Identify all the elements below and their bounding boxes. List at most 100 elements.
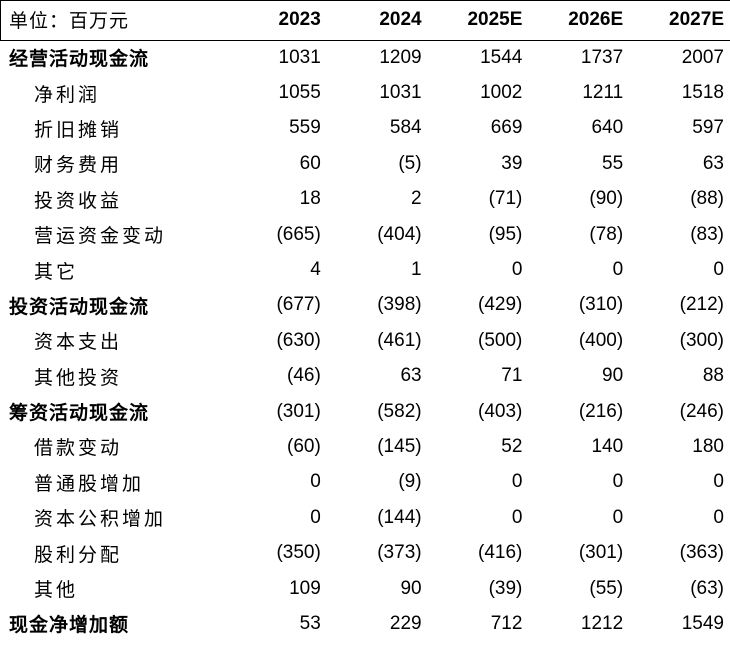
section-row: 经营活动现金流 1031 1209 1544 1737 2007 <box>0 40 730 75</box>
row-label: 财务费用 <box>34 154 123 177</box>
table-row: 投资收益 18 2 (71) (90) (88) <box>0 182 730 217</box>
value-cell: (95) <box>488 223 523 245</box>
value-cell: 1031 <box>278 46 321 68</box>
row-label: 股利分配 <box>34 543 123 566</box>
value-cell: (212) <box>679 294 724 316</box>
row-label: 借款变动 <box>34 437 123 460</box>
value-cell: (145) <box>377 435 422 457</box>
value-cell: (9) <box>398 471 422 493</box>
value-cell: (403) <box>478 400 523 422</box>
section-label: 经营活动现金流 <box>9 48 150 71</box>
value-cell: (60) <box>287 435 321 457</box>
value-cell: (300) <box>679 329 724 351</box>
value-cell: (5) <box>398 152 422 174</box>
value-cell: 109 <box>289 577 321 599</box>
row-label: 折旧摊销 <box>34 118 123 141</box>
value-cell: 1544 <box>480 46 523 68</box>
row-label: 资本支出 <box>34 331 123 354</box>
table-row: 其他 109 90 (39) (55) (63) <box>0 571 730 606</box>
section-label: 投资活动现金流 <box>9 295 150 318</box>
cash-flow-table: 单位：百万元 2023 2024 2025E 2026E 2027E 经营活动现… <box>0 0 730 642</box>
value-cell: (429) <box>478 294 523 316</box>
value-cell: 1211 <box>582 82 624 104</box>
value-cell: 1 <box>411 259 422 281</box>
value-cell: (83) <box>690 223 724 245</box>
value-cell: 640 <box>591 117 624 139</box>
year-header: 2027E <box>629 0 730 41</box>
row-label: 投资收益 <box>34 189 123 212</box>
value-cell: (582) <box>377 400 422 422</box>
value-cell: 63 <box>702 152 724 174</box>
value-cell: (63) <box>690 577 724 599</box>
value-cell: (398) <box>377 294 422 316</box>
value-cell: 597 <box>692 117 724 139</box>
value-cell: (400) <box>578 329 624 351</box>
table-row: 资本支出 (630) (461) (500) (400) (300) <box>0 323 730 358</box>
value-cell: (404) <box>377 223 422 245</box>
value-cell: 60 <box>299 152 321 174</box>
value-cell: (88) <box>690 188 724 210</box>
value-cell: 1518 <box>681 82 724 104</box>
value-cell: 0 <box>310 471 321 493</box>
value-cell: 55 <box>602 152 624 174</box>
value-cell: 90 <box>400 577 422 599</box>
header-row: 单位：百万元 2023 2024 2025E 2026E 2027E <box>0 0 730 41</box>
row-label: 其他投资 <box>34 366 123 389</box>
table-row: 其他投资 (46) 63 71 90 88 <box>0 359 730 394</box>
value-cell: (78) <box>589 223 624 245</box>
value-cell: 1002 <box>480 82 523 104</box>
table-row: 资本公积增加 0 (144) 0 0 0 <box>0 500 730 535</box>
table-row: 财务费用 60 (5) 39 55 63 <box>0 146 730 181</box>
year-header: 2024 <box>326 0 428 41</box>
row-label: 其它 <box>34 260 79 283</box>
row-label: 普通股增加 <box>34 472 145 495</box>
value-cell: 584 <box>389 117 422 139</box>
value-cell: 1031 <box>379 82 422 104</box>
value-cell: 39 <box>501 152 523 174</box>
row-label: 净利润 <box>34 83 101 106</box>
value-cell: (301) <box>276 400 321 422</box>
value-cell: (461) <box>377 329 422 351</box>
value-cell: 1737 <box>580 46 624 68</box>
value-cell: 1055 <box>278 82 321 104</box>
value-cell: (216) <box>578 400 624 422</box>
value-cell: (144) <box>377 506 422 528</box>
table-row: 股利分配 (350) (373) (416) (301) (363) <box>0 535 730 570</box>
value-cell: 63 <box>400 365 422 387</box>
value-cell: (310) <box>578 294 624 316</box>
value-cell: 1549 <box>681 612 724 634</box>
value-cell: (71) <box>488 188 523 210</box>
value-cell: 0 <box>511 259 523 281</box>
value-cell: 0 <box>612 471 624 493</box>
value-cell: 0 <box>511 471 523 493</box>
unit-label: 单位：百万元 <box>0 0 226 41</box>
value-cell: (350) <box>276 542 321 564</box>
value-cell: (665) <box>276 223 321 245</box>
row-label: 营运资金变动 <box>34 225 167 248</box>
value-cell: (246) <box>679 400 724 422</box>
value-cell: (90) <box>589 188 624 210</box>
row-label: 资本公积增加 <box>34 508 167 531</box>
value-cell: 0 <box>612 259 624 281</box>
year-header: 2026E <box>528 0 630 41</box>
table-row: 普通股增加 0 (9) 0 0 0 <box>0 465 730 500</box>
value-cell: 140 <box>591 435 624 457</box>
section-label: 筹资活动现金流 <box>9 402 150 425</box>
section-row: 筹资活动现金流 (301) (582) (403) (216) (246) <box>0 394 730 429</box>
value-cell: 90 <box>602 365 624 387</box>
value-cell: 712 <box>490 612 523 634</box>
value-cell: (363) <box>679 542 724 564</box>
value-cell: 71 <box>501 365 523 387</box>
value-cell: 0 <box>310 506 321 528</box>
table-row: 净利润 1055 1031 1002 1211 1518 <box>0 75 730 110</box>
table-row: 其它 4 1 0 0 0 <box>0 252 730 287</box>
value-cell: 1209 <box>379 46 422 68</box>
value-cell: (416) <box>478 542 523 564</box>
value-cell: 88 <box>702 365 724 387</box>
value-cell: (630) <box>276 329 321 351</box>
value-cell: 0 <box>713 506 724 528</box>
value-cell: 0 <box>713 471 724 493</box>
table-body: 经营活动现金流 1031 1209 1544 1737 2007 净利润 1055 1031 10… <box>0 40 730 642</box>
table-row: 借款变动 (60) (145) 52 140 180 <box>0 429 730 464</box>
value-cell: (39) <box>488 577 523 599</box>
